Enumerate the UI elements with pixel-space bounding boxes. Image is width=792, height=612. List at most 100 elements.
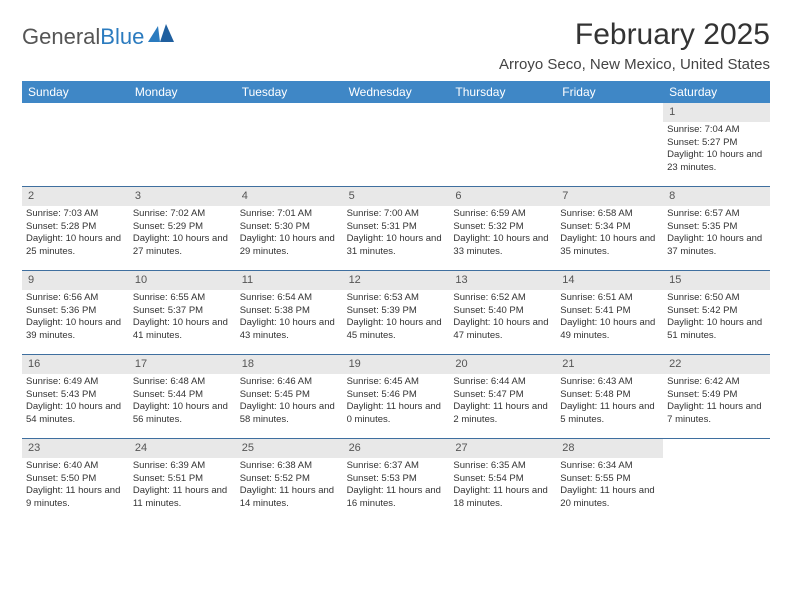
- weekday-label: Sunday: [22, 81, 129, 103]
- day-cell: 12Sunrise: 6:53 AMSunset: 5:39 PMDayligh…: [343, 271, 450, 354]
- day-body: Sunrise: 6:54 AMSunset: 5:38 PMDaylight:…: [236, 292, 343, 347]
- day-body: Sunrise: 6:57 AMSunset: 5:35 PMDaylight:…: [663, 208, 770, 263]
- sunset-text: Sunset: 5:37 PM: [133, 305, 232, 318]
- day-cell: 8Sunrise: 6:57 AMSunset: 5:35 PMDaylight…: [663, 187, 770, 270]
- day-cell: 3Sunrise: 7:02 AMSunset: 5:29 PMDaylight…: [129, 187, 236, 270]
- day-body: Sunrise: 6:44 AMSunset: 5:47 PMDaylight:…: [449, 376, 556, 431]
- daylight-text: Daylight: 11 hours and 14 minutes.: [240, 485, 339, 511]
- daylight-text: Daylight: 11 hours and 0 minutes.: [347, 401, 446, 427]
- week-row: 9Sunrise: 6:56 AMSunset: 5:36 PMDaylight…: [22, 271, 770, 355]
- sunrise-text: Sunrise: 7:00 AM: [347, 208, 446, 221]
- day-cell: 25Sunrise: 6:38 AMSunset: 5:52 PMDayligh…: [236, 439, 343, 523]
- day-cell: 14Sunrise: 6:51 AMSunset: 5:41 PMDayligh…: [556, 271, 663, 354]
- sunrise-text: Sunrise: 6:37 AM: [347, 460, 446, 473]
- sunrise-text: Sunrise: 6:54 AM: [240, 292, 339, 305]
- day-cell: 4 Sunrise: 7:01 AMSunset: 5:30 PMDaylight…: [236, 187, 343, 270]
- day-cell: [556, 103, 663, 186]
- day-cell: 23Sunrise: 6:40 AMSunset: 5:50 PMDayligh…: [22, 439, 129, 523]
- sunset-text: Sunset: 5:47 PM: [453, 389, 552, 402]
- daylight-text: Daylight: 10 hours and 39 minutes.: [26, 317, 125, 343]
- day-body: Sunrise: 6:37 AMSunset: 5:53 PMDaylight:…: [343, 460, 450, 515]
- logo-icon: [148, 22, 174, 48]
- sunset-text: Sunset: 5:29 PM: [133, 221, 232, 234]
- daylight-text: Daylight: 10 hours and 47 minutes.: [453, 317, 552, 343]
- daylight-text: Daylight: 10 hours and 23 minutes.: [667, 149, 766, 175]
- daylight-text: Daylight: 10 hours and 58 minutes.: [240, 401, 339, 427]
- weekday-label: Tuesday: [236, 81, 343, 103]
- weekday-label: Thursday: [449, 81, 556, 103]
- sunrise-text: Sunrise: 7:04 AM: [667, 124, 766, 137]
- sunrise-text: Sunrise: 6:55 AM: [133, 292, 232, 305]
- day-number: 18: [236, 355, 343, 374]
- sunrise-text: Sunrise: 7:02 AM: [133, 208, 232, 221]
- day-body: Sunrise: 6:52 AMSunset: 5:40 PMDaylight:…: [449, 292, 556, 347]
- day-number: 24: [129, 439, 236, 458]
- sunset-text: Sunset: 5:27 PM: [667, 137, 766, 150]
- brand-logo: GeneralBlue: [22, 18, 174, 50]
- day-number: 4: [236, 187, 343, 206]
- daylight-text: Daylight: 11 hours and 18 minutes.: [453, 485, 552, 511]
- sunrise-text: Sunrise: 6:34 AM: [560, 460, 659, 473]
- sunrise-text: Sunrise: 6:59 AM: [453, 208, 552, 221]
- day-body: Sunrise: 6:34 AMSunset: 5:55 PMDaylight:…: [556, 460, 663, 515]
- sunrise-text: Sunrise: 6:51 AM: [560, 292, 659, 305]
- day-number: 14: [556, 271, 663, 290]
- day-body: Sunrise: 7:04 AMSunset: 5:27 PMDaylight:…: [663, 124, 770, 179]
- daylight-text: Daylight: 10 hours and 43 minutes.: [240, 317, 339, 343]
- day-cell: 10Sunrise: 6:55 AMSunset: 5:37 PMDayligh…: [129, 271, 236, 354]
- day-body: Sunrise: 7:00 AMSunset: 5:31 PMDaylight:…: [343, 208, 450, 263]
- daylight-text: Daylight: 11 hours and 5 minutes.: [560, 401, 659, 427]
- day-body: Sunrise: 6:59 AMSunset: 5:32 PMDaylight:…: [449, 208, 556, 263]
- daylight-text: Daylight: 10 hours and 35 minutes.: [560, 233, 659, 259]
- day-body: Sunrise: 7:03 AMSunset: 5:28 PMDaylight:…: [22, 208, 129, 263]
- week-row: 1 Sunrise: 7:04 AMSunset: 5:27 PMDaylight…: [22, 103, 770, 187]
- sunrise-text: Sunrise: 6:48 AM: [133, 376, 232, 389]
- sunset-text: Sunset: 5:53 PM: [347, 473, 446, 486]
- weeks-container: 1Sunrise: 7:04 AMSunset: 5:27 PMDaylight…: [22, 103, 770, 523]
- sunrise-text: Sunrise: 7:01 AM: [240, 208, 339, 221]
- day-cell: [22, 103, 129, 186]
- sunset-text: Sunset: 5:55 PM: [560, 473, 659, 486]
- day-body: Sunrise: 6:49 AMSunset: 5:43 PMDaylight:…: [22, 376, 129, 431]
- sunrise-text: Sunrise: 6:43 AM: [560, 376, 659, 389]
- day-cell: 16Sunrise: 6:49 AMSunset: 5:43 PMDayligh…: [22, 355, 129, 438]
- day-body: Sunrise: 6:45 AMSunset: 5:46 PMDaylight:…: [343, 376, 450, 431]
- day-body: Sunrise: 7:01 AMSunset: 5:30 PMDaylight:…: [236, 208, 343, 263]
- sunset-text: Sunset: 5:40 PM: [453, 305, 552, 318]
- day-body: Sunrise: 6:35 AMSunset: 5:54 PMDaylight:…: [449, 460, 556, 515]
- weekday-header: Sunday Monday Tuesday Wednesday Thursday…: [22, 81, 770, 103]
- day-cell: [449, 103, 556, 186]
- header: GeneralBlue February 2025 Arroyo Seco, N…: [22, 18, 770, 73]
- day-number: 1: [663, 103, 770, 122]
- day-cell: 20 Sunrise: 6:44 AMSunset: 5:47 PMDayligh…: [449, 355, 556, 438]
- day-body: Sunrise: 6:50 AMSunset: 5:42 PMDaylight:…: [663, 292, 770, 347]
- sunset-text: Sunset: 5:42 PM: [667, 305, 766, 318]
- day-cell: 13Sunrise: 6:52 AMSunset: 5:40 PMDayligh…: [449, 271, 556, 354]
- daylight-text: Daylight: 11 hours and 2 minutes.: [453, 401, 552, 427]
- sunset-text: Sunset: 5:54 PM: [453, 473, 552, 486]
- daylight-text: Daylight: 10 hours and 54 minutes.: [26, 401, 125, 427]
- daylight-text: Daylight: 10 hours and 31 minutes.: [347, 233, 446, 259]
- day-cell: [343, 103, 450, 186]
- sunset-text: Sunset: 5:48 PM: [560, 389, 659, 402]
- sunrise-text: Sunrise: 6:50 AM: [667, 292, 766, 305]
- sunrise-text: Sunrise: 6:58 AM: [560, 208, 659, 221]
- sunset-text: Sunset: 5:43 PM: [26, 389, 125, 402]
- daylight-text: Daylight: 10 hours and 51 minutes.: [667, 317, 766, 343]
- day-number: 17: [129, 355, 236, 374]
- sunset-text: Sunset: 5:34 PM: [560, 221, 659, 234]
- day-number: 11: [236, 271, 343, 290]
- sunset-text: Sunset: 5:31 PM: [347, 221, 446, 234]
- day-cell: 24Sunrise: 6:39 AMSunset: 5:51 PMDayligh…: [129, 439, 236, 523]
- day-cell: 19Sunrise: 6:45 AMSunset: 5:46 PMDayligh…: [343, 355, 450, 438]
- sunset-text: Sunset: 5:38 PM: [240, 305, 339, 318]
- sunset-text: Sunset: 5:28 PM: [26, 221, 125, 234]
- day-number: 20: [449, 355, 556, 374]
- daylight-text: Daylight: 11 hours and 7 minutes.: [667, 401, 766, 427]
- month-title: February 2025: [499, 18, 770, 52]
- day-cell: [129, 103, 236, 186]
- day-number: 15: [663, 271, 770, 290]
- day-number: 2: [22, 187, 129, 206]
- day-body: Sunrise: 6:56 AMSunset: 5:36 PMDaylight:…: [22, 292, 129, 347]
- daylight-text: Daylight: 10 hours and 56 minutes.: [133, 401, 232, 427]
